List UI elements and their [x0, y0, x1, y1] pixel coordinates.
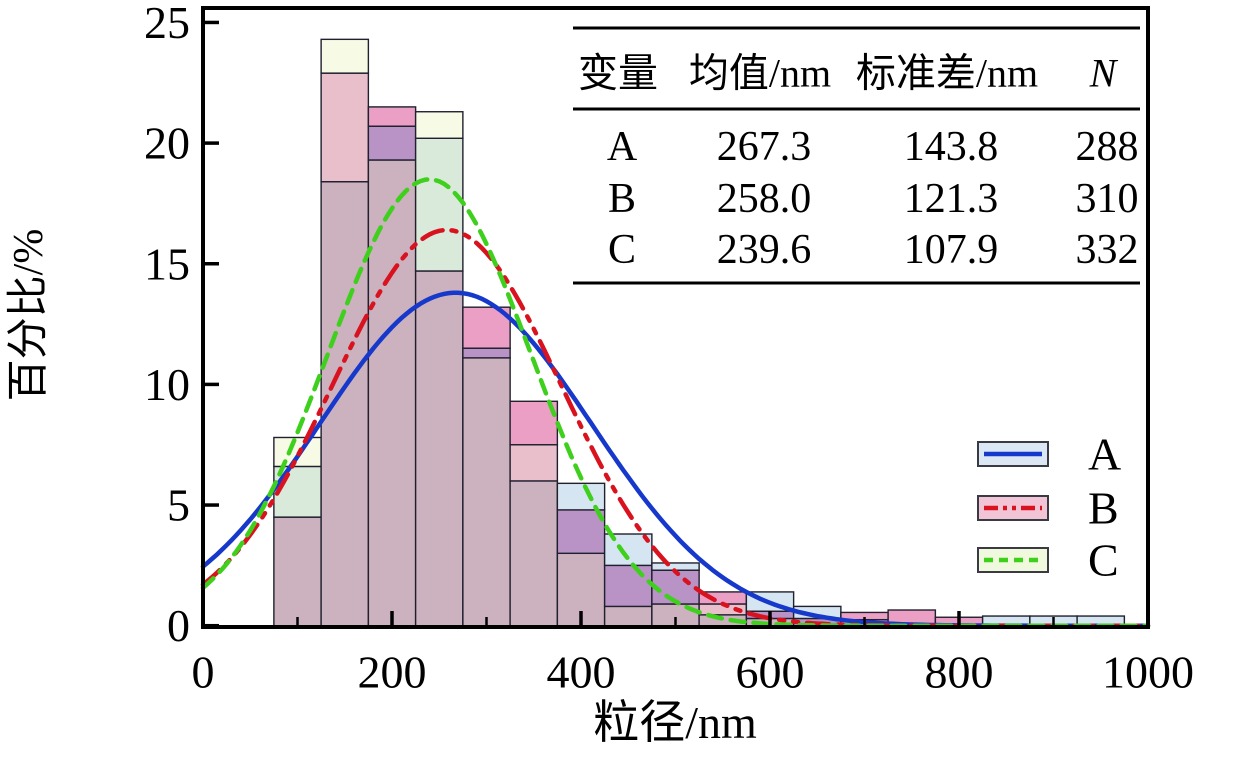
histogram-bar-segment	[509, 480, 559, 627]
x-tick-label: 1000	[1102, 647, 1194, 698]
histogram-bar-segment	[509, 444, 559, 482]
inset-table: 变量 均值/nm 标准差/nm N A 267.3 143.8 288 B 258.0 121.3 3…	[573, 26, 1140, 285]
y-tick-label: 10	[144, 359, 190, 410]
histogram-bar-segment	[556, 509, 606, 555]
table-header-cell: 均值/nm	[689, 51, 831, 96]
table-cell: 258.0	[717, 176, 812, 222]
histogram-bar-segment	[273, 465, 322, 518]
histogram-bar-segment	[414, 111, 464, 139]
table-cell: 310	[1076, 176, 1139, 222]
tick-labels-layer: 0 200 400 600 800 1000 0 5 10 15 20 25	[144, 0, 1194, 698]
axes-frame-layer	[201, 6, 1150, 629]
histogram-bar-segment	[414, 137, 464, 272]
table-header-cell: N	[1089, 51, 1119, 96]
histogram-bar-segment	[651, 569, 700, 605]
histogram-bar-segment	[603, 605, 653, 627]
table-cell: 143.8	[904, 124, 999, 170]
x-axis-title: 粒径/nm	[593, 697, 757, 748]
histogram-bar-segment	[273, 516, 322, 627]
histogram-bar-segment	[462, 357, 511, 627]
histogram-bar-segment	[367, 106, 417, 127]
y-axis-title: 百分比/%	[6, 229, 52, 402]
histogram-bar-segment	[603, 564, 653, 608]
table-cell: A	[607, 124, 638, 170]
table-cell: 267.3	[717, 124, 812, 170]
x-tick-label: 800	[925, 647, 994, 698]
y-tick-label: 5	[167, 480, 190, 531]
histogram-bar-segment	[414, 270, 464, 627]
table-cell: 239.6	[717, 227, 812, 273]
y-tick-label: 25	[144, 0, 190, 48]
legend: ABC	[977, 429, 1121, 586]
x-tick-label: 600	[736, 647, 805, 698]
table-cell: 107.9	[904, 227, 999, 273]
table-header-cell: 变量	[578, 51, 658, 96]
table-cell: 121.3	[904, 176, 999, 222]
legend-label-A: A	[1088, 429, 1121, 480]
legend-label-C: C	[1088, 535, 1119, 586]
histogram-bar-segment	[462, 347, 511, 359]
histogram-bar-segment	[367, 159, 417, 627]
x-tick-label: 0	[192, 647, 215, 698]
histogram-bar-segment	[367, 125, 417, 161]
table-cell: 332	[1076, 227, 1139, 273]
histogram-bar-segment	[556, 482, 606, 511]
x-tick-label: 200	[358, 647, 427, 698]
x-tick-label: 400	[547, 647, 616, 698]
table-cell: B	[608, 176, 636, 222]
y-tick-label: 15	[144, 238, 190, 289]
y-tick-label: 20	[144, 118, 190, 169]
histogram-bar-segment	[320, 181, 370, 627]
table-cell: 288	[1076, 124, 1139, 170]
histogram-bar-segment	[320, 38, 370, 74]
table-cell: C	[608, 227, 636, 273]
table-header-cell: 标准差/nm	[856, 51, 1038, 96]
y-tick-label: 0	[167, 600, 190, 651]
histogram-bar-segment	[320, 72, 370, 183]
legend-label-B: B	[1088, 483, 1119, 534]
